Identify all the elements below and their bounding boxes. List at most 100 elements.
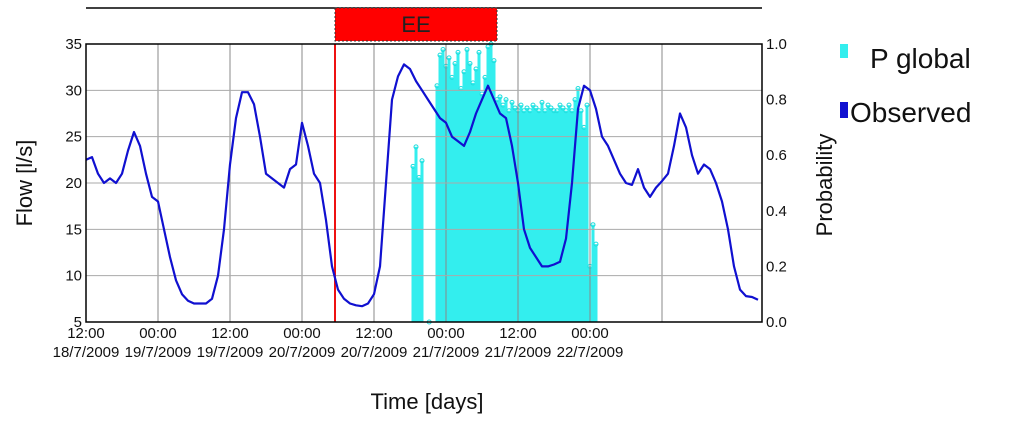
probability-point [533,105,539,111]
probability-point [512,105,518,111]
probability-bar [420,160,424,322]
y-tick-label: 30 [65,82,82,99]
probability-point [464,47,470,53]
legend-swatch-observed [840,102,848,118]
probability-bar [546,105,550,322]
grid-lines [86,44,762,322]
probability-bar [459,88,463,322]
probability-point [593,241,599,247]
probability-bar [594,244,598,322]
y-axis-title: Flow [l/s] [12,140,37,227]
probability-bar [531,105,535,322]
y2-axis-title: Probability [812,134,837,237]
x-tick-time-label: 12:00 [499,325,537,342]
probability-bar [558,105,562,322]
y2-tick-label: 0.4 [766,203,787,220]
x-tick-time-label: 12:00 [67,325,105,342]
probability-point [518,102,524,108]
observed-line-layer [85,44,759,322]
x-tick-date-label: 21/7/2009 [413,344,480,361]
y-tick-label: 35 [65,36,82,53]
event-bar [334,7,498,42]
x-tick-date-label: 20/7/2009 [269,344,336,361]
y-tick-label: 15 [65,221,82,238]
y2-tick-label: 0.0 [766,314,787,331]
probability-bar [507,110,511,322]
probability-point [419,158,425,164]
probability-bar [522,110,526,322]
x-tick-time-label: 00:00 [571,325,609,342]
plot-frame [85,43,763,323]
probability-bar [528,110,532,322]
x-tick-date-label: 22/7/2009 [557,344,624,361]
axes [85,43,763,323]
probability-point [455,49,461,55]
x-tick-date-label: 19/7/2009 [197,344,264,361]
x-tick-date-label: 19/7/2009 [125,344,192,361]
y2-tick-label: 0.2 [766,258,787,275]
probability-bar [564,110,568,322]
y2-tick-label: 0.6 [766,147,787,164]
probability-point [476,49,482,55]
probability-point [509,99,515,105]
probability-bar [549,107,553,322]
x-axis-title: Time [days] [371,389,484,414]
probability-bar [495,99,499,322]
probability-bar [438,55,442,323]
probability-point [440,47,446,53]
probability-bar [477,52,481,323]
probability-bar [492,60,496,323]
probability-bar [513,107,517,322]
probability-bar [498,96,502,322]
probability-point [413,144,419,150]
y-tick-label: 25 [65,129,82,146]
probability-point [557,102,563,108]
probability-point [491,58,497,64]
probability-point [545,102,551,108]
x-tick-date-label: 18/7/2009 [53,344,120,361]
probability-bar [450,77,454,322]
probability-bar [504,99,508,322]
tick-labels: 5 10 15 20 25 30 35 0.0 0.2 0.4 0.6 0.8 1.0 12:00 18/7… [12,36,837,414]
x-tick-time-label: 00:00 [139,325,177,342]
y-tick-label: 5 [74,314,82,331]
probability-bar [471,82,475,322]
x-tick-time-label: 12:00 [355,325,393,342]
event-label: EE [401,12,430,37]
probability-bar [501,105,505,322]
probability-bar [411,166,415,322]
probability-bar [552,110,556,322]
probability-point [446,55,452,61]
probability-point [584,102,590,108]
y2-tick-label: 0.8 [766,92,787,109]
y2-tick-label: 1.0 [766,36,787,53]
probability-bar [576,88,580,322]
probability-bar [414,146,418,322]
probability-bar [570,110,574,322]
probability-bar [573,99,577,322]
legend-label-p-global: P global [870,43,971,74]
probability-bar [453,63,457,323]
x-tick-date-label: 20/7/2009 [341,344,408,361]
probability-point [578,108,584,114]
probability-point [530,102,536,108]
probability-bar [582,127,586,323]
probability-bar [579,110,583,322]
probability-point [566,102,572,108]
y-tick-label: 10 [65,268,82,285]
probability-bar [591,224,595,322]
probability-bar [543,110,547,322]
probability-bar [561,107,565,322]
probability-point [560,105,566,111]
probability-point [467,60,473,66]
probability-bar [435,85,439,322]
probability-bar [462,71,466,322]
probability-point [539,99,545,105]
probability-bar [534,107,538,322]
legend-label-observed: Observed [850,97,971,128]
x-tick-time-label: 12:00 [211,325,249,342]
probability-bar [441,49,445,323]
probability-point [497,94,503,100]
probability-bar [465,49,469,323]
